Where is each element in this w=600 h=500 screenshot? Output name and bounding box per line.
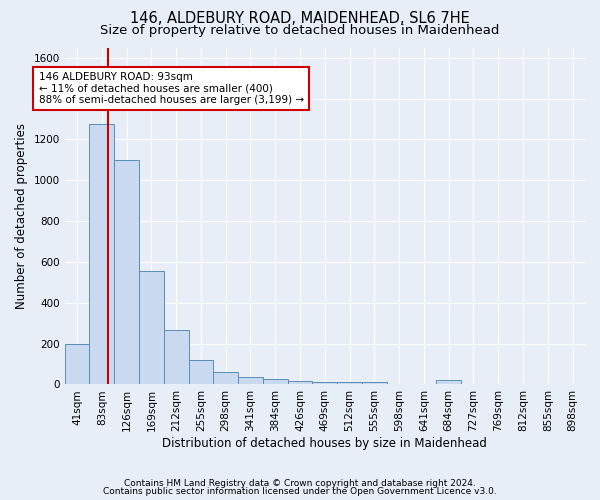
Bar (362, 382, 387, 384)
Y-axis label: Number of detached properties: Number of detached properties (15, 123, 28, 309)
Text: Contains HM Land Registry data © Crown copyright and database right 2024.: Contains HM Land Registry data © Crown c… (124, 478, 476, 488)
Bar (337, 382, 362, 384)
Text: 146, ALDEBURY ROAD, MAIDENHEAD, SL6 7HE: 146, ALDEBURY ROAD, MAIDENHEAD, SL6 7HE (130, 11, 470, 26)
Bar (214, 372, 238, 384)
Text: Size of property relative to detached houses in Maidenhead: Size of property relative to detached ho… (100, 24, 500, 37)
X-axis label: Distribution of detached houses by size in Maidenhead: Distribution of detached houses by size … (163, 437, 487, 450)
Bar (89, 124, 114, 384)
Bar (114, 160, 139, 384)
Bar (287, 382, 313, 384)
Bar (313, 382, 337, 384)
Bar (164, 330, 188, 384)
Text: Contains public sector information licensed under the Open Government Licence v3: Contains public sector information licen… (103, 487, 497, 496)
Bar (65, 344, 89, 384)
Text: 146 ALDEBURY ROAD: 93sqm
← 11% of detached houses are smaller (400)
88% of semi-: 146 ALDEBURY ROAD: 93sqm ← 11% of detach… (38, 72, 304, 105)
Bar (263, 380, 287, 384)
Bar (238, 378, 263, 384)
Bar (188, 360, 214, 384)
Bar (139, 271, 164, 384)
Bar (436, 380, 461, 384)
